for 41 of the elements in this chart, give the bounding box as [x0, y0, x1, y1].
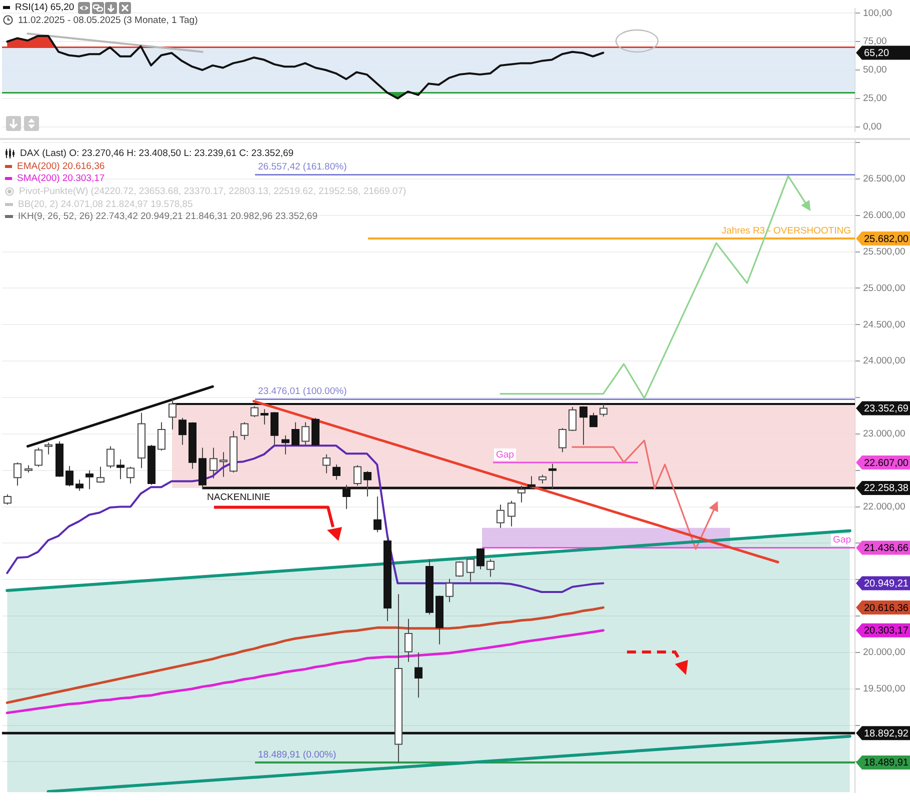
text: 18.489,91 [864, 758, 909, 769]
y-tick-label: 100,00 [863, 8, 892, 19]
text: 18.892,92 [864, 728, 909, 740]
text: 22.607,00 [864, 458, 909, 469]
ref-line-label: Jahres R3 - OVERSHOOTING [722, 225, 852, 236]
annotation: BB(20, 2) 24.071,08 21.824,97 19.578,85 [18, 198, 193, 210]
y-tick-label: 25.000,00 [863, 282, 906, 294]
y-tick-label: 22.000,00 [863, 501, 906, 512]
y-tick-label: 0,00 [863, 121, 882, 132]
text: 23.352,69 [864, 403, 909, 414]
y-tick-label: 25.500,00 [863, 246, 906, 258]
annotation: DAX (Last) O: 23.270,46 H: 23.408,50 L: 23.239,61 C: 23.352,69 [20, 148, 294, 159]
text: 65,20 [864, 48, 890, 59]
text: 21.436,66 [864, 543, 909, 554]
y-tick-label: 75,00 [863, 36, 887, 48]
ref-line-label: Gap [833, 534, 852, 546]
text: 20.616,36 [864, 602, 909, 614]
y-tick-label: 26.000,00 [863, 210, 906, 222]
ref-line-label: 26.557,42 (161.80%) [258, 162, 347, 173]
annotation: IKH(9, 26, 52, 26) 22.743,42 20.949,21 21.846,31 20.982,96 23.352,69 [18, 211, 318, 222]
y-tick-label: 19.500,00 [863, 683, 906, 694]
y-tick-label: 26.500,00 [863, 174, 906, 185]
legend-label: EMA(200) 20.616,36 [17, 160, 105, 172]
y-tick-label: 50,00 [863, 64, 887, 76]
ref-line-label: 23.476,01 (100.00%) [258, 386, 347, 398]
legend-label: RSI(14) 65,20 [15, 2, 74, 14]
y-tick-label: 20.000,00 [863, 647, 906, 658]
y-tick-label: 23.000,00 [863, 428, 906, 440]
annotation: 11.02.2025 - 08.05.2025 (3 Monate, 1 Tag) [18, 14, 198, 26]
text: 25.682,00 [864, 234, 909, 245]
annotation: Pivot-Punkte(W) (24220.72, 23653.68, 23370.17, 22803.13, 22519.62, 21952.58, 21669.07) [19, 186, 406, 197]
ref-line-label: 18.489,91 (0.00%) [258, 749, 336, 760]
ref-line-label: NACKENLINIE [207, 492, 270, 503]
text: 20.303,17 [864, 626, 909, 637]
y-tick-label: 24.500,00 [863, 319, 906, 330]
text: 22.258,38 [864, 483, 909, 494]
legend-label: SMA(200) 20.303,17 [17, 173, 105, 184]
y-tick-label: 24.000,00 [863, 356, 906, 367]
text: 20.949,21 [864, 578, 909, 590]
y-tick-label: 25,00 [863, 93, 887, 104]
ref-line-label: Gap [496, 449, 514, 460]
